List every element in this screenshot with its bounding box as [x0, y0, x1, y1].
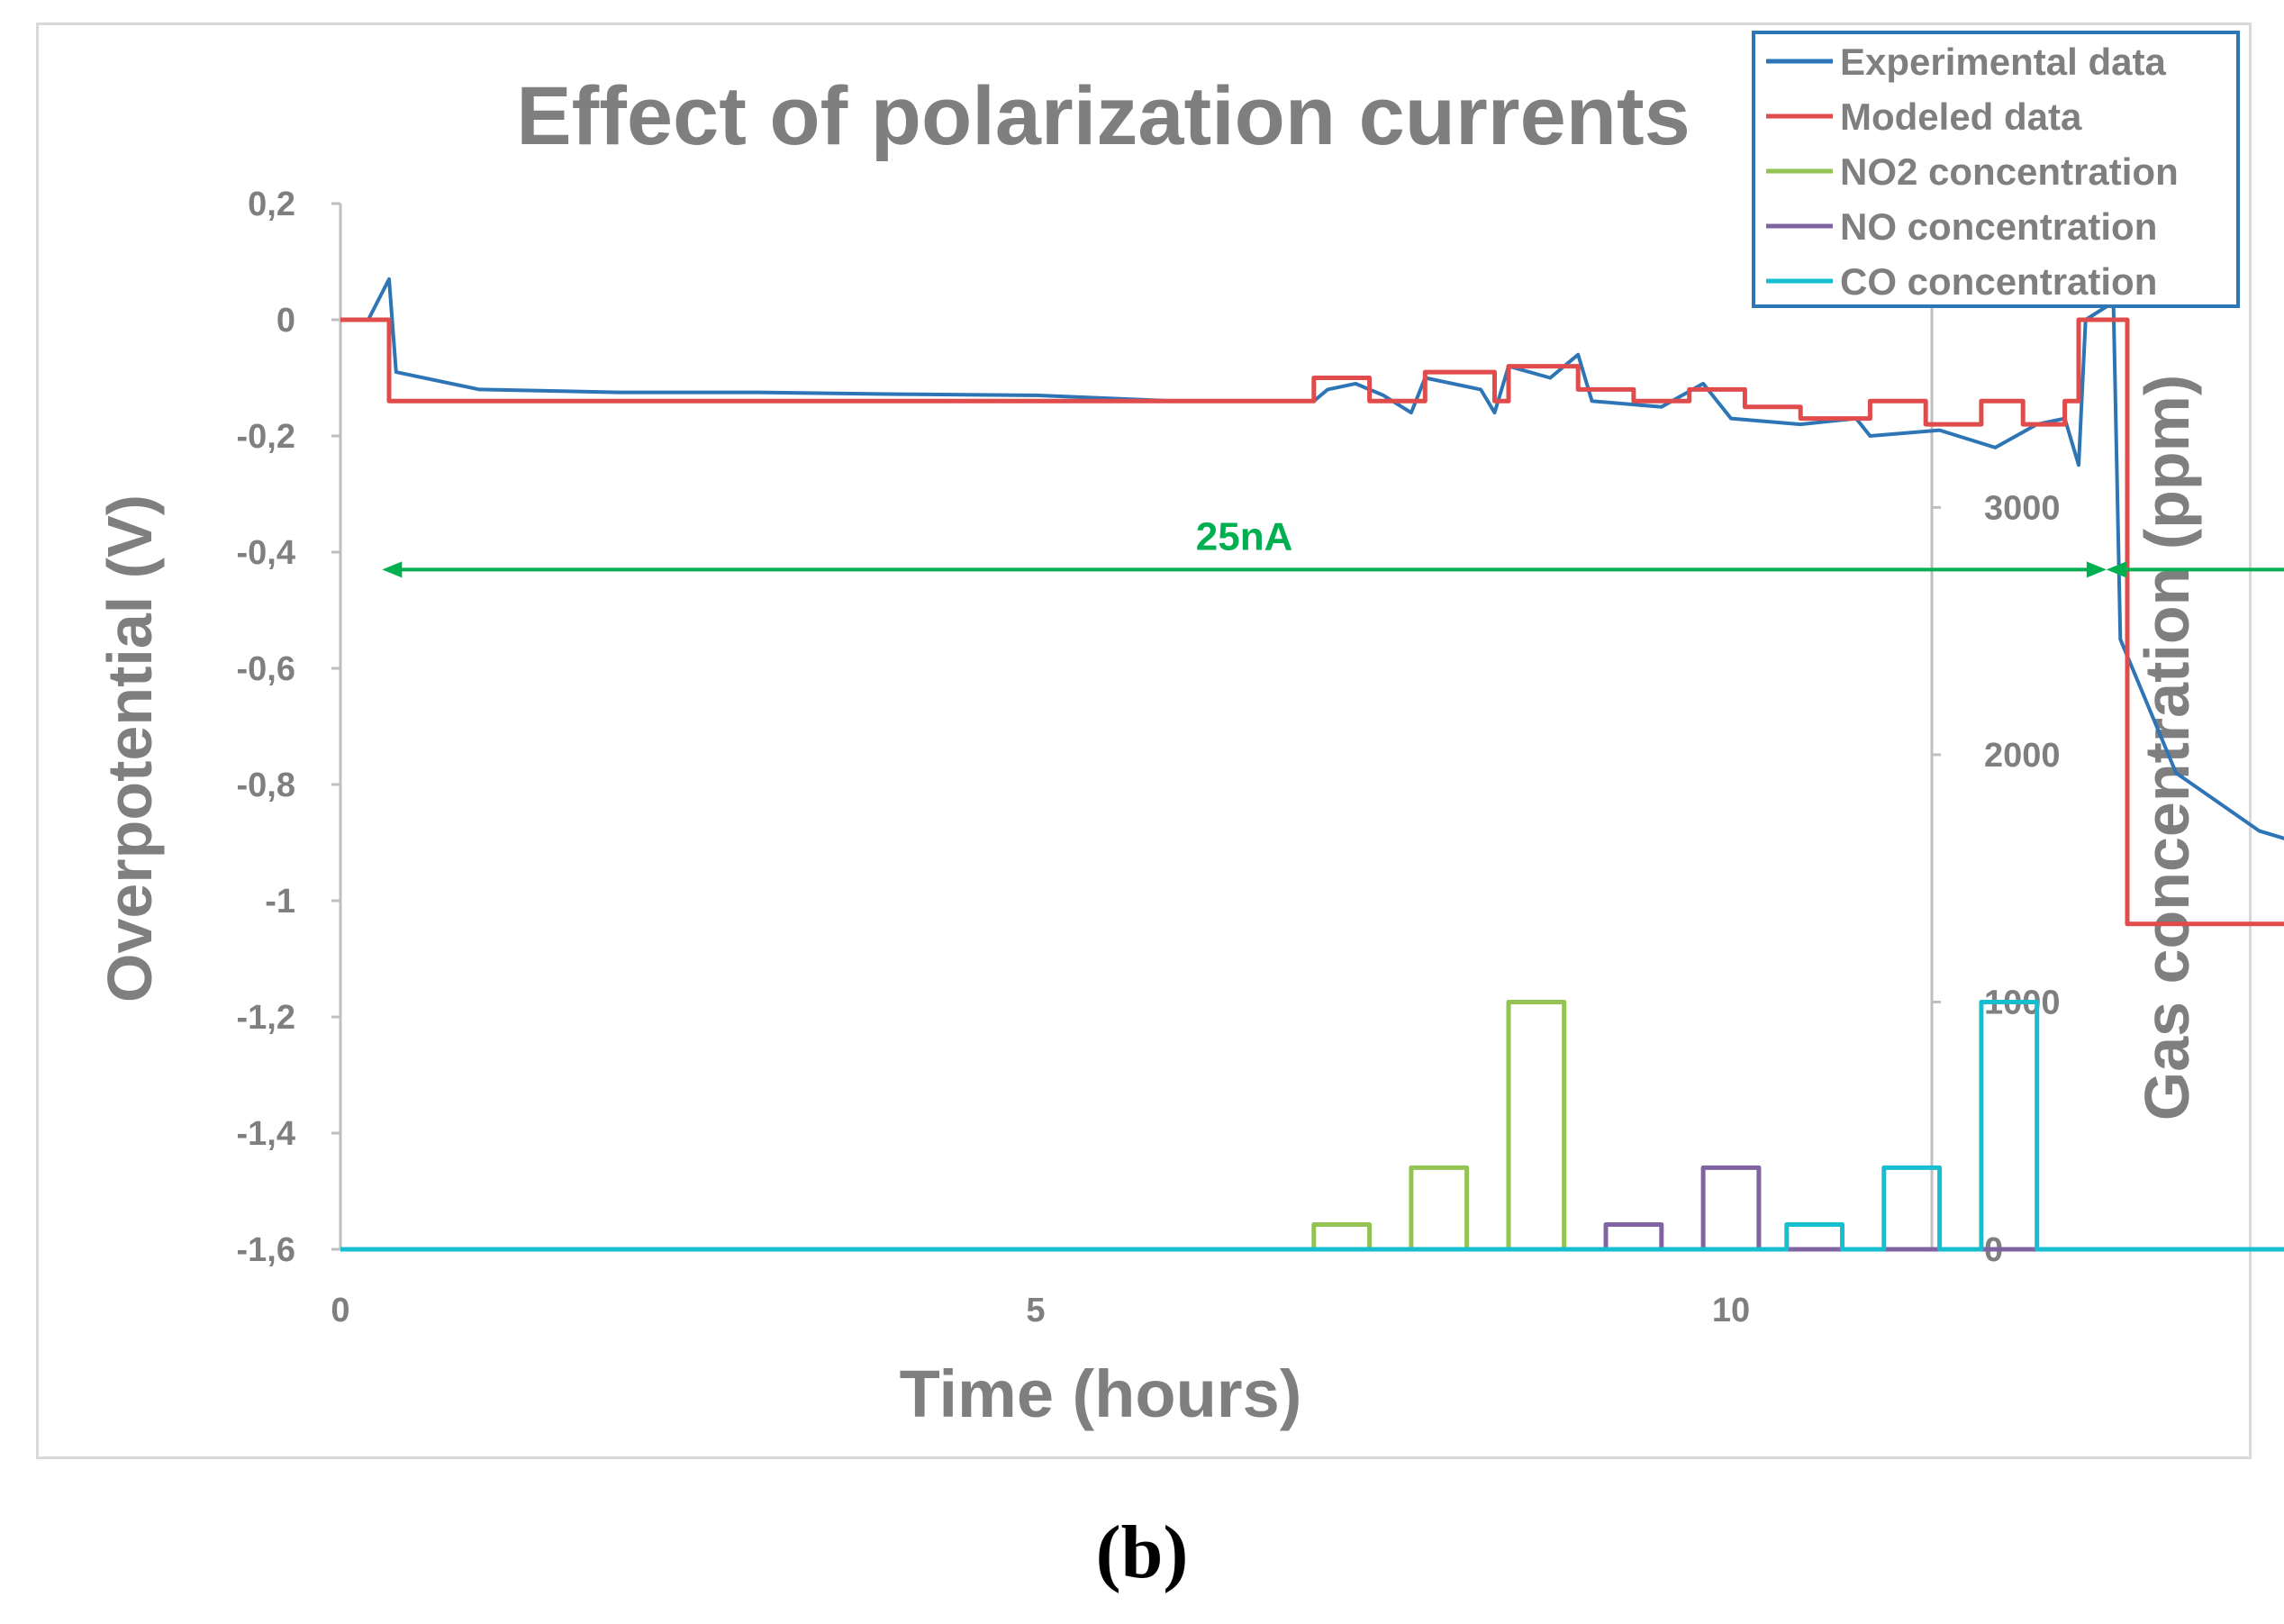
left-tick-label: -0,4 [237, 534, 295, 572]
annotation-label: 25nA [1196, 514, 1293, 558]
x-tick-label: 10 [1712, 1292, 1750, 1329]
y-axis-label: Overpotential (V) [95, 494, 165, 1003]
x-axis-label: Time (hours) [900, 1356, 1302, 1431]
series-line-experimental-data [340, 277, 2284, 840]
annotation-arrowhead [2106, 561, 2126, 578]
left-y-axis: 0,2 0 -0,2 -0,4 -0,6 -0,8 -1 -1,2 -1,4 -1,6 [237, 186, 342, 1269]
legend-entry: CO concentration [1840, 260, 2157, 303]
left-tick-label: 0 [276, 302, 295, 340]
legend: Experimental data Modeled data NO2 concent… [1752, 31, 2240, 308]
left-tick-label: -1,2 [237, 999, 295, 1037]
right-tick-label: 2000 [1984, 737, 2061, 775]
left-tick-label: -1 [265, 883, 295, 921]
left-tick-label: -0,6 [237, 650, 295, 688]
chart-frame [36, 23, 2252, 1459]
series-line-co-concentration [340, 1000, 2284, 1252]
x-tick-label: 5 [1026, 1292, 1045, 1329]
left-tick-label: -0,8 [237, 767, 295, 804]
chart: Effect of polarization currents 0,2 0 -0,2… [95, 31, 2284, 1431]
legend-entry: NO2 concentration [1840, 150, 2179, 193]
annotation-arrowhead [382, 561, 403, 578]
series-layer [340, 277, 2284, 1252]
legend-box [1752, 31, 2240, 308]
annotation-layer: 25nA150nA [382, 514, 2284, 578]
legend-entry: Modeled data [1840, 95, 2082, 138]
legend-entry: NO concentration [1840, 205, 2157, 248]
left-tick-label: 0,2 [248, 186, 295, 223]
annotation-arrowhead [2086, 561, 2107, 578]
chart-title: Effect of polarization currents [516, 70, 1690, 162]
figure-caption: (b) [1095, 1511, 1189, 1594]
x-tick-label: 0 [331, 1292, 349, 1329]
series-line-no2-concentration [340, 1000, 2284, 1252]
left-tick-label: -1,4 [237, 1115, 295, 1153]
series-line-modeled-data [340, 317, 2284, 927]
left-tick-label: -1,6 [237, 1231, 295, 1269]
legend-entry: Experimental data [1840, 41, 2166, 83]
left-tick-label: -0,2 [237, 418, 295, 456]
right-tick-label: 3000 [1984, 489, 2061, 527]
right-y-axis: 01000200030004000 [1930, 161, 2061, 1269]
